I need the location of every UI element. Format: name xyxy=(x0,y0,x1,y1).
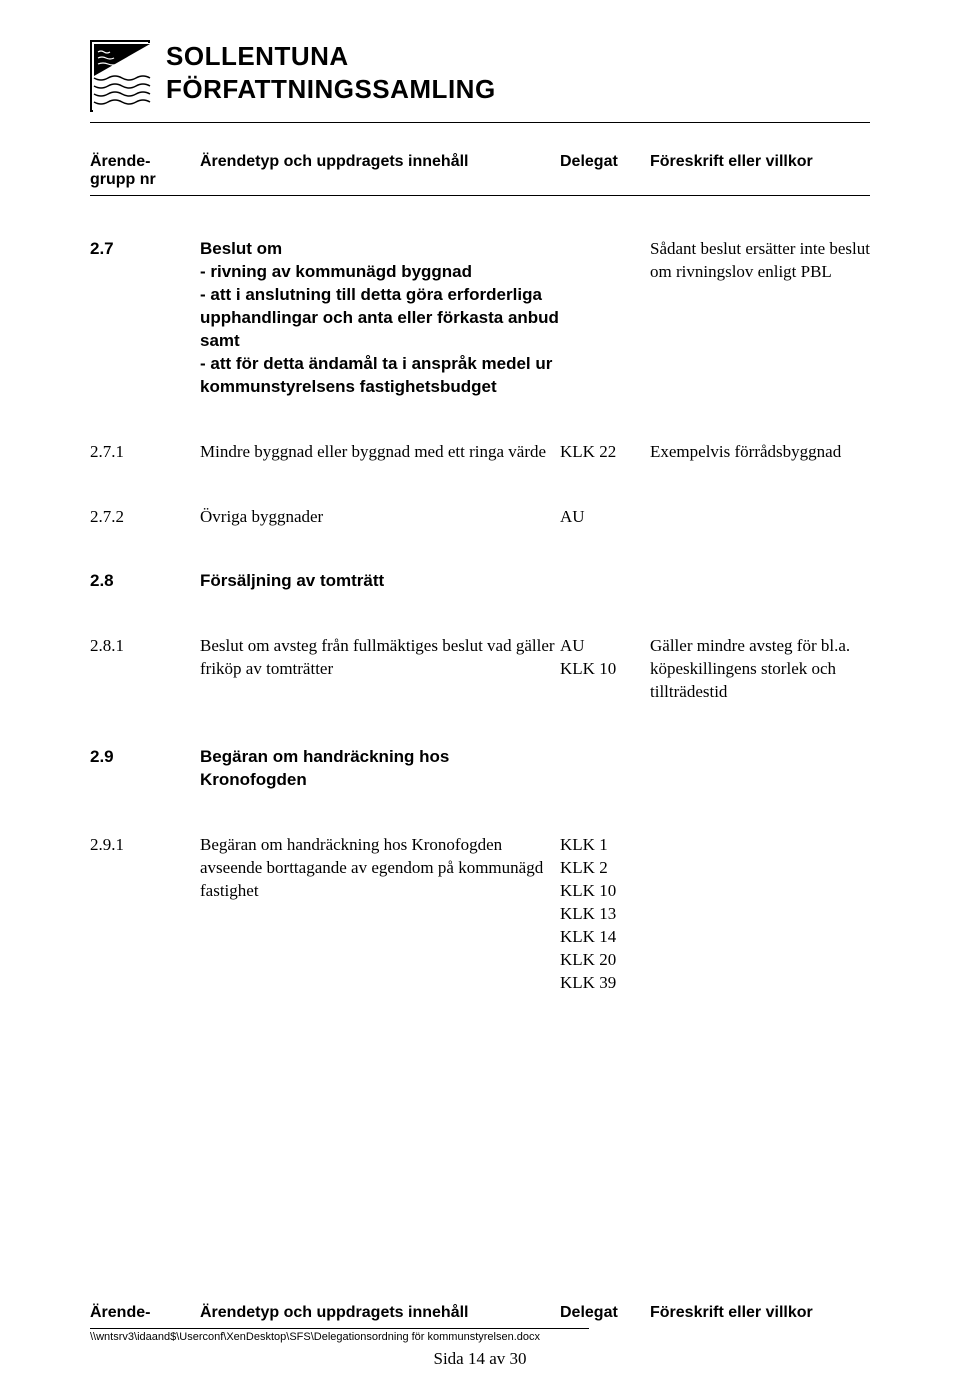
row-description: Mindre byggnad eller byggnad med ett rin… xyxy=(200,441,560,464)
row-delegat: KLK 22 xyxy=(560,441,650,464)
row-description: Begäran om handräckning hos Kronofogden … xyxy=(200,834,560,903)
col-desc-header: Ärendetyp och uppdragets innehåll xyxy=(200,153,560,189)
row-condition: Gäller mindre avsteg för bl.a. köpeskill… xyxy=(650,635,870,704)
row-number: 2.9.1 xyxy=(90,834,200,857)
row-number: 2.7.2 xyxy=(90,506,200,529)
row-description: Beslut om - rivning av kommunägd byggnad… xyxy=(200,238,560,399)
row-condition: Exempelvis förrådsbyggnad xyxy=(650,441,870,464)
row-description: Begäran om handräckning hos Kronofogden xyxy=(200,746,560,792)
footer-column-headers: Ärende- Ärendetyp och uppdragets innehål… xyxy=(90,1304,870,1322)
title-line-1: SOLLENTUNA xyxy=(166,40,496,73)
col-condition-header: Föreskrift eller villkor xyxy=(650,153,870,189)
table-row: 2.9.1Begäran om handräckning hos Kronofo… xyxy=(90,834,870,995)
col-num-header: Ärende- grupp nr xyxy=(90,153,200,189)
col-delegat-header: Delegat xyxy=(560,153,650,189)
rows-container: 2.7Beslut om - rivning av kommunägd bygg… xyxy=(90,238,870,995)
row-description: Försäljning av tomträtt xyxy=(200,570,560,593)
header-rule xyxy=(90,122,870,123)
table-row: 2.7.1Mindre byggnad eller byggnad med et… xyxy=(90,441,870,464)
document-header: SOLLENTUNA FÖRFATTNINGSSAMLING xyxy=(90,40,870,112)
row-number: 2.8 xyxy=(90,570,200,593)
column-headers: Ärende- grupp nr Ärendetyp och uppdraget… xyxy=(90,153,870,196)
table-row: 2.7.2Övriga byggnaderAU xyxy=(90,506,870,529)
row-number: 2.7.1 xyxy=(90,441,200,464)
footer-rule xyxy=(90,1328,589,1329)
row-number: 2.9 xyxy=(90,746,200,769)
crest-svg xyxy=(92,42,152,114)
row-delegat: AU xyxy=(560,506,650,529)
municipal-crest-icon xyxy=(90,40,150,112)
table-row: 2.7Beslut om - rivning av kommunägd bygg… xyxy=(90,238,870,399)
footer-col-desc: Ärendetyp och uppdragets innehåll xyxy=(200,1304,560,1322)
table-row: 2.9Begäran om handräckning hos Kronofogd… xyxy=(90,746,870,792)
footer-filepath: \\wntsrv3\idaand$\Userconf\XenDesktop\SF… xyxy=(90,1331,870,1343)
row-description: Övriga byggnader xyxy=(200,506,560,529)
row-delegat: AU KLK 10 xyxy=(560,635,650,681)
footer-col-cond: Föreskrift eller villkor xyxy=(650,1304,870,1322)
footer: Ärende- Ärendetyp och uppdragets innehål… xyxy=(90,1304,870,1369)
row-delegat: KLK 1 KLK 2 KLK 10 KLK 13 KLK 14 KLK 20 … xyxy=(560,834,650,995)
footer-col-num: Ärende- xyxy=(90,1304,200,1322)
row-description: Beslut om avsteg från fullmäktiges beslu… xyxy=(200,635,560,681)
row-number: 2.8.1 xyxy=(90,635,200,658)
table-row: 2.8Försäljning av tomträtt xyxy=(90,570,870,593)
title-line-2: FÖRFATTNINGSSAMLING xyxy=(166,73,496,106)
row-condition: Sådant beslut ersätter inte beslut om ri… xyxy=(650,238,870,284)
footer-page-number: Sida 14 av 30 xyxy=(90,1349,870,1369)
row-number: 2.7 xyxy=(90,238,200,261)
footer-col-del: Delegat xyxy=(560,1304,650,1322)
header-titles: SOLLENTUNA FÖRFATTNINGSSAMLING xyxy=(166,40,496,105)
table-row: 2.8.1Beslut om avsteg från fullmäktiges … xyxy=(90,635,870,704)
